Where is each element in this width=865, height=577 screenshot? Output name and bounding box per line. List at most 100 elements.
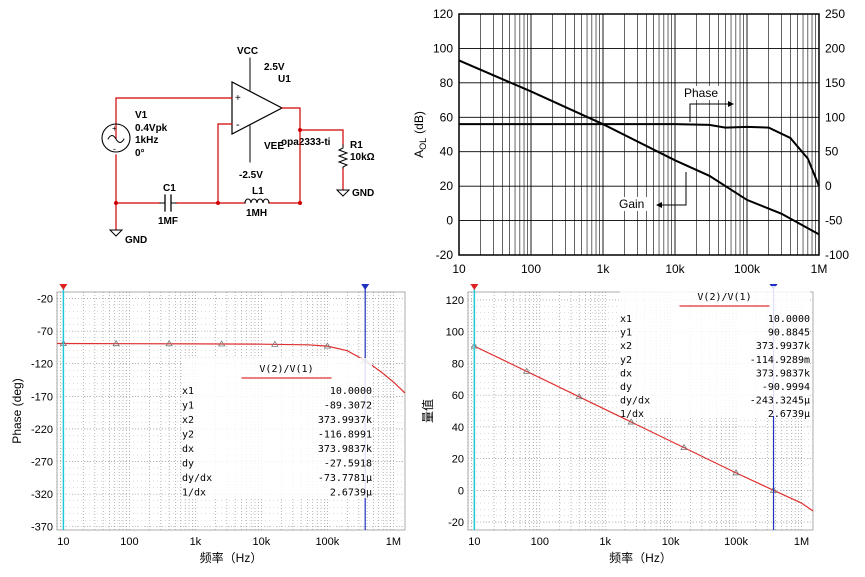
wire-source-to-plus: [115, 97, 233, 139]
y2-tick-label: -100: [825, 248, 849, 262]
opamp-minus-sign: -: [236, 119, 240, 131]
y-tick-label: 20: [440, 179, 454, 193]
y2-tick-label: 100: [825, 110, 845, 124]
x-tick-label: 1M: [386, 536, 401, 548]
y2-tick-label: 250: [825, 7, 845, 21]
sine-wave-icon: [107, 135, 125, 143]
readout-key: y1: [620, 328, 632, 339]
l1-value: 1MH: [246, 208, 267, 219]
phase-label-bg: [681, 86, 721, 100]
readout-value: -73.7781µ: [318, 473, 372, 484]
x-tick-label: 10: [452, 262, 466, 276]
y2-tick-label: 0: [825, 179, 832, 193]
readout-key: dx: [182, 444, 194, 455]
l1-name: L1: [252, 186, 264, 197]
readout-key: y2: [182, 430, 194, 441]
phase-annotation-leader: [689, 103, 728, 122]
wire-minus-feedback: [217, 123, 233, 204]
ground-icon: [108, 229, 124, 237]
y-tick-label: -220: [31, 424, 53, 436]
v1-amplitude: 0.4Vpk: [135, 123, 168, 134]
readout-value: 10.0000: [330, 386, 372, 397]
x-tick-label: 10k: [253, 536, 271, 548]
x-tick-label: 100k: [734, 262, 761, 276]
readout-key: x2: [620, 341, 632, 352]
readout-value: -89.3072: [324, 401, 372, 412]
v1-minus-sign: -: [113, 144, 116, 154]
readout-title: V(2)/V(1): [259, 364, 313, 375]
cursor-2-handle-icon: [361, 284, 370, 290]
y-axis-label: 量值: [420, 399, 435, 423]
magnitude-chart: 120 100 80 60 40 20 0 -20 10 100 1k 10k 100k 1M 频率（Hz）…: [420, 284, 814, 565]
phase-chart: -20 -70 -120 -170 -220 -270 -320 -370 10 100 1k 10k…: [10, 284, 406, 565]
plot-area: [458, 13, 820, 256]
y-tick-label: -20: [436, 248, 454, 262]
y-axis-label: Phase (deg): [10, 378, 24, 443]
y-tick-label: 60: [440, 110, 454, 124]
v1-plus-sign: +: [112, 124, 117, 133]
readout-value: -114.9289m: [750, 355, 810, 366]
readout-value: -90.9994: [762, 382, 810, 393]
v1-frequency: 1kHz: [135, 135, 158, 146]
v1-phase: 0°: [135, 148, 145, 159]
x-axis-label: 频率（Hz）: [200, 550, 263, 565]
readout-value: 10.0000: [768, 314, 810, 325]
readout-key: y1: [182, 401, 194, 412]
gain-annotation-leader: [662, 172, 687, 206]
x-tick-label: 100: [521, 262, 541, 276]
vee-label: VEE: [264, 141, 284, 152]
readout-value: -243.3245µ: [750, 396, 810, 407]
phase-annotation: Phase: [684, 86, 718, 100]
readout-background: [182, 358, 372, 498]
y-tick-label: 40: [452, 422, 464, 434]
aol-chart: -20 0 20 40 60 80 100 120 -100 -50 0 50 100 150 200 250…: [412, 7, 849, 276]
readout-key: dy: [620, 382, 632, 393]
y2-tick-label: 50: [825, 145, 839, 159]
x-tick-label: 10k: [665, 262, 685, 276]
y-tick-label: 0: [446, 214, 453, 228]
x-tick-label: 100: [120, 536, 138, 548]
curve-marker: [323, 342, 332, 349]
y-tick-label: 120: [446, 295, 464, 307]
v1-name: V1: [135, 110, 148, 121]
x-tick-label: 10: [468, 536, 480, 548]
y-tick-label: 80: [452, 358, 464, 370]
junction-dot: [298, 128, 302, 132]
y-tick-label: 80: [440, 76, 454, 90]
curve-marker: [575, 393, 583, 400]
r1-value: 10kΩ: [350, 152, 375, 163]
curve-marker: [522, 367, 531, 374]
y-tick-label: 100: [446, 327, 464, 339]
y2-tick-label: -50: [825, 214, 843, 228]
readout-value: 2.6739µ: [330, 488, 372, 499]
y-tick-label: 60: [452, 390, 464, 402]
readout-background: [620, 286, 810, 416]
y-tick-label: -120: [31, 359, 53, 371]
c1-value: 1MF: [158, 216, 178, 227]
u1-label: U1: [278, 74, 291, 85]
readout-key: x2: [182, 415, 194, 426]
cursor-1-handle-icon: [470, 284, 479, 290]
vee-value: -2.5V: [239, 170, 263, 181]
readout-key: dy: [182, 459, 194, 470]
readout-key: x1: [620, 314, 632, 325]
vcc-value: 2.5V: [264, 62, 285, 73]
readout-value: -116.8991: [318, 430, 372, 441]
cursor-1-handle-icon: [59, 284, 68, 290]
x-tick-label: 100: [531, 536, 549, 548]
l1-inductor-symbol: [244, 198, 270, 204]
circuit-wires: [115, 97, 344, 231]
ground-icon: [335, 189, 351, 197]
x-tick-label: 1k: [190, 536, 202, 548]
readout-key: 1/dx: [620, 409, 644, 420]
readout-value: 2.6739µ: [768, 409, 810, 420]
readout-value: 373.9937k: [318, 415, 372, 426]
y-tick-label: -70: [37, 326, 53, 338]
y-tick-label: 20: [452, 454, 464, 466]
curve-marker: [732, 469, 740, 476]
y-tick-label: 100: [433, 41, 453, 55]
x-tick-label: 1M: [811, 262, 828, 276]
readout-key: dy/dx: [620, 396, 650, 407]
readout-value: -27.5918: [324, 459, 372, 470]
